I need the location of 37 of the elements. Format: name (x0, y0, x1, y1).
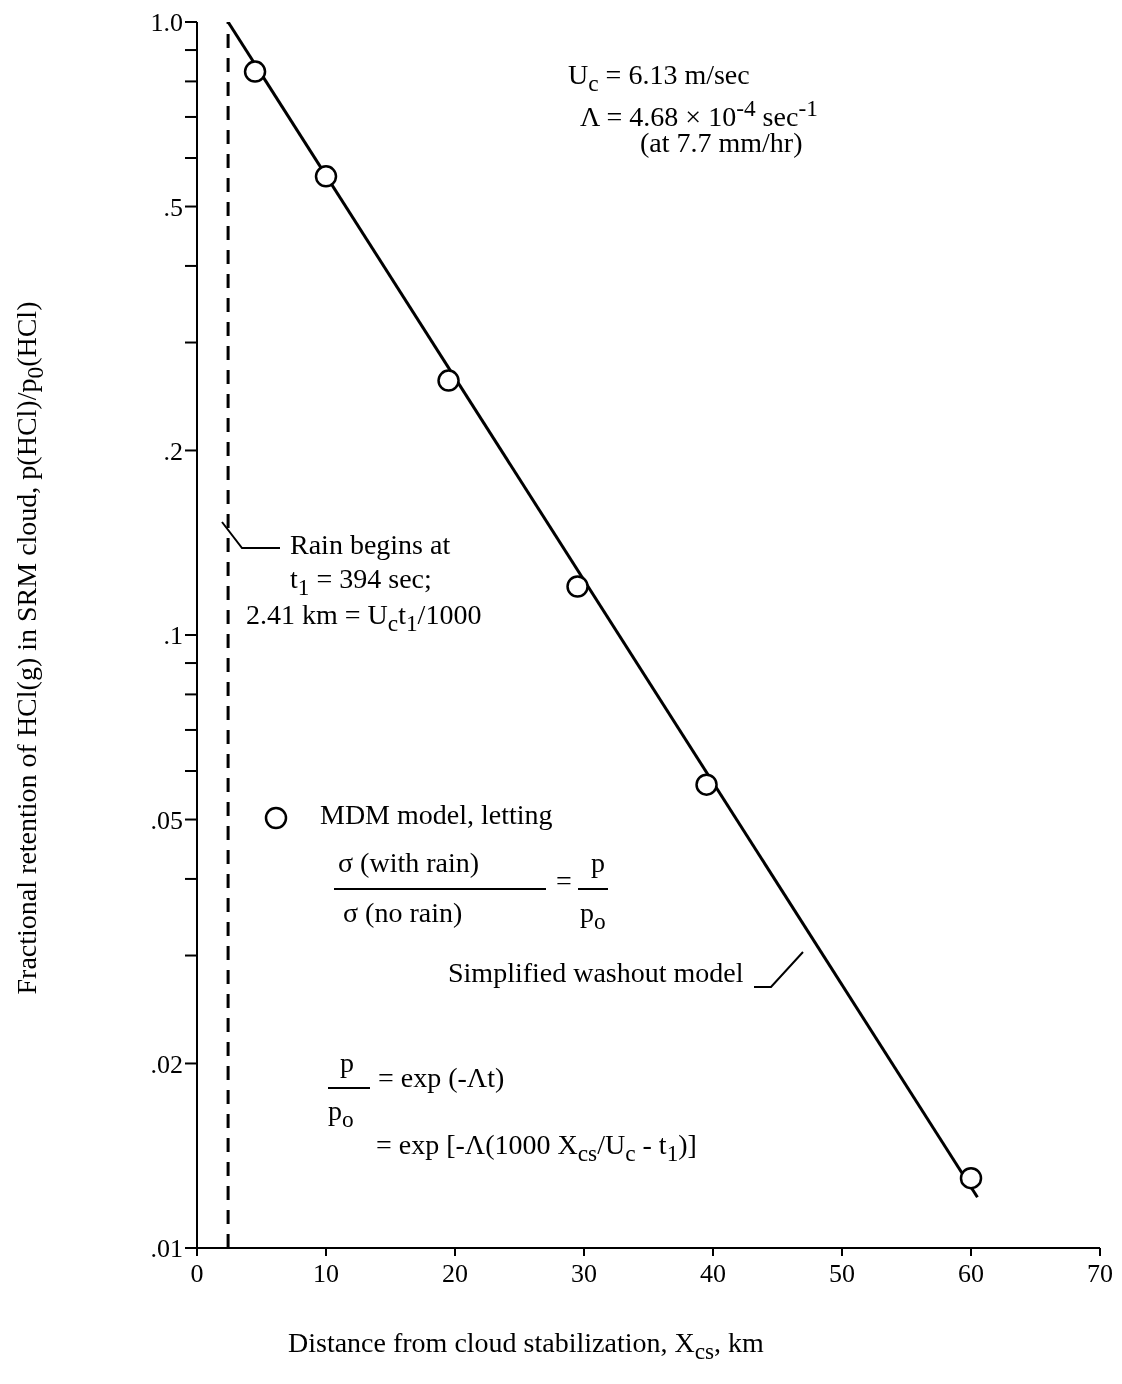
annotation: = exp [-Λ(1000 X$_{cs}$/U$_{c}$ - t$_{1}$)] (376, 1129, 697, 1167)
annotation: p (591, 847, 605, 879)
point (566, 575, 589, 598)
y-tick-label: .02 (150, 1049, 183, 1079)
annotation: = exp (-Λt) (378, 1062, 505, 1094)
annotation: Rain begins at (290, 529, 451, 561)
x-axis-title: Distance from cloud stabilization, X$_{cs}$, km (288, 1327, 764, 1365)
x-tick-label: 30 (571, 1259, 597, 1288)
y-tick-label: .2 (163, 436, 183, 466)
legend-label: MDM model, letting (320, 799, 553, 831)
y-tick-label: .1 (163, 621, 183, 651)
annotation: σ (no rain) (343, 897, 463, 929)
point (695, 773, 718, 796)
x-tick-label: 10 (313, 1259, 339, 1288)
point (959, 1166, 983, 1190)
y-tick-label: 1.0 (150, 8, 183, 38)
x-tick-label: 60 (958, 1259, 984, 1288)
point (314, 165, 338, 188)
point (437, 369, 460, 392)
text: Simplified washout model (448, 957, 744, 989)
y-tick-label: .05 (150, 805, 183, 835)
x-tick-label: 20 (442, 1259, 468, 1288)
point (243, 60, 267, 83)
y-tick-label: .01 (150, 1234, 183, 1264)
annotation: p$_{o}$ (328, 1095, 354, 1133)
annotation: p (340, 1047, 354, 1079)
annotation: 2.41 km = U$_{c}$t$_{1}$/1000 (246, 599, 482, 637)
annotation: = (556, 865, 572, 897)
x-tick-label: 40 (700, 1259, 726, 1288)
annotation: σ (with rain) (338, 847, 480, 879)
x-tick-label: 50 (829, 1259, 855, 1288)
x-tick-label: 70 (1087, 1259, 1113, 1288)
annotation: U$_{c}$ = 6.13 m/sec (568, 59, 750, 97)
x-tick-label: 0 (190, 1259, 204, 1288)
annotation: t$_{1}$ = 394 sec; (290, 563, 432, 601)
y-tick-label: .5 (163, 192, 183, 222)
annotation: p$_{o}$ (580, 897, 606, 935)
